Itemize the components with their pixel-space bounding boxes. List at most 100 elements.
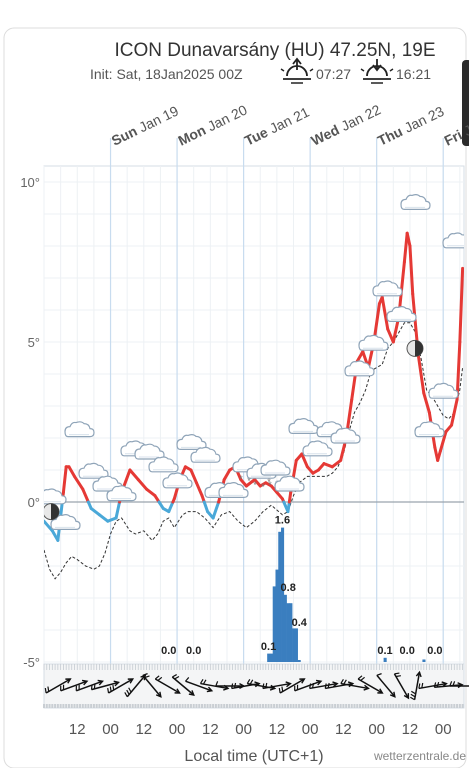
x-tick-label: 00 xyxy=(302,721,319,738)
time-ruler-dot xyxy=(275,704,278,708)
wind-feather xyxy=(215,681,219,687)
time-ruler-dot xyxy=(184,704,187,708)
sunset-time: 16:21 xyxy=(396,66,431,82)
precipitation-label: 0.0 xyxy=(186,645,201,657)
time-ruler-dot xyxy=(203,704,206,708)
time-ruler-dot xyxy=(248,704,251,708)
snowflake-icon: * xyxy=(267,477,271,487)
temperature-segment xyxy=(405,231,412,248)
time-ruler-dot xyxy=(400,704,403,708)
sunrise-icon xyxy=(280,57,314,84)
time-ruler-dot xyxy=(81,704,84,708)
time-ruler-dot xyxy=(117,704,120,708)
time-ruler-dot xyxy=(153,704,156,708)
snow-cloud-icon: *** xyxy=(246,462,277,492)
temperature-segment xyxy=(244,478,257,488)
temperature-segment xyxy=(44,519,54,533)
time-ruler-dot xyxy=(112,704,115,708)
time-ruler-dot xyxy=(342,704,345,708)
time-ruler-dot xyxy=(109,704,112,708)
time-ruler-dot xyxy=(350,704,353,708)
time-ruler-dot xyxy=(356,704,359,708)
time-ruler-dot xyxy=(128,704,131,708)
wind-arrowhead xyxy=(332,681,339,688)
time-ruler-dot xyxy=(417,704,420,708)
time-ruler-dot xyxy=(408,704,411,708)
time-ruler-dot xyxy=(278,704,281,708)
wind-arrowhead xyxy=(174,688,181,694)
wind-feather xyxy=(144,675,150,679)
time-ruler-dot xyxy=(95,704,98,708)
y-tick-label: 0° xyxy=(28,495,40,510)
x-tick-label: 12 xyxy=(335,721,352,738)
time-ruler-dot xyxy=(253,704,256,708)
time-ruler-dot xyxy=(181,704,184,708)
wind-shaft xyxy=(340,682,369,690)
wind-feather xyxy=(44,687,47,694)
snowflake-icon: * xyxy=(253,480,257,490)
time-ruler-dot xyxy=(392,704,395,708)
snowflake-icon: * xyxy=(261,482,265,492)
wind-feather xyxy=(93,683,96,689)
wind-shaft xyxy=(126,674,146,698)
wind-arrowhead xyxy=(81,679,89,686)
precipitation-bar xyxy=(275,569,279,662)
time-ruler-dot xyxy=(284,704,287,708)
time-ruler-dot xyxy=(87,704,90,708)
wind-barb-icon xyxy=(90,680,120,691)
temperature-segment xyxy=(380,295,390,331)
wind-feather xyxy=(436,681,440,688)
x-tick-label: 00 xyxy=(368,721,385,738)
temperature-segment xyxy=(458,266,464,344)
scroll-handle[interactable] xyxy=(462,60,469,146)
time-ruler-dot xyxy=(101,704,104,708)
wind-barb-icon xyxy=(340,678,370,691)
moon-icon xyxy=(44,503,60,521)
wind-feather xyxy=(394,672,400,675)
wind-shaft xyxy=(418,682,447,690)
wind-feather xyxy=(199,678,204,684)
time-ruler-dot xyxy=(414,704,417,708)
time-ruler-dot xyxy=(131,704,134,708)
time-ruler-dot xyxy=(309,704,312,708)
time-ruler-dot xyxy=(453,704,456,708)
time-ruler-dot xyxy=(159,704,162,708)
time-ruler-dot xyxy=(270,704,273,708)
wind-feather xyxy=(90,684,93,690)
time-ruler-dot xyxy=(323,704,325,708)
time-ruler-dot xyxy=(187,704,190,708)
wind-feather xyxy=(202,679,207,685)
time-ruler-dot xyxy=(170,704,173,708)
wind-shaft xyxy=(393,673,410,699)
time-ruler-dot xyxy=(120,704,123,708)
wind-barb-icon xyxy=(309,681,339,690)
x-tick-label: 12 xyxy=(135,721,152,738)
time-ruler-dot xyxy=(56,704,59,708)
time-ruler-dot xyxy=(458,704,461,708)
time-ruler-dot xyxy=(300,704,303,708)
time-ruler-dot xyxy=(378,704,381,708)
wind-barb-icon xyxy=(410,670,422,701)
x-tick-label: 12 xyxy=(402,721,419,738)
temperature-segment xyxy=(136,478,149,491)
wind-shaft xyxy=(45,678,71,694)
time-ruler-dot xyxy=(347,704,350,708)
time-ruler-dot xyxy=(325,704,328,708)
wind-arrowhead xyxy=(285,681,292,688)
time-ruler-dot xyxy=(98,704,101,708)
time-ruler-dot xyxy=(54,704,57,708)
wind-barbs xyxy=(43,663,469,709)
x-tick-label: 00 xyxy=(169,721,186,738)
time-ruler-dot xyxy=(264,704,267,708)
day-label-date: Jan 24 xyxy=(461,106,469,139)
time-ruler-dot xyxy=(242,704,245,708)
time-ruler-dot xyxy=(372,704,375,708)
wind-feather xyxy=(278,687,281,694)
wind-shaft xyxy=(434,684,463,688)
wind-feather xyxy=(452,681,456,687)
wind-arrowhead xyxy=(140,674,147,681)
wind-shaft xyxy=(76,680,103,692)
time-ruler-dot xyxy=(73,704,76,708)
time-ruler-dot xyxy=(397,704,400,708)
wind-barb-icon xyxy=(185,677,214,693)
